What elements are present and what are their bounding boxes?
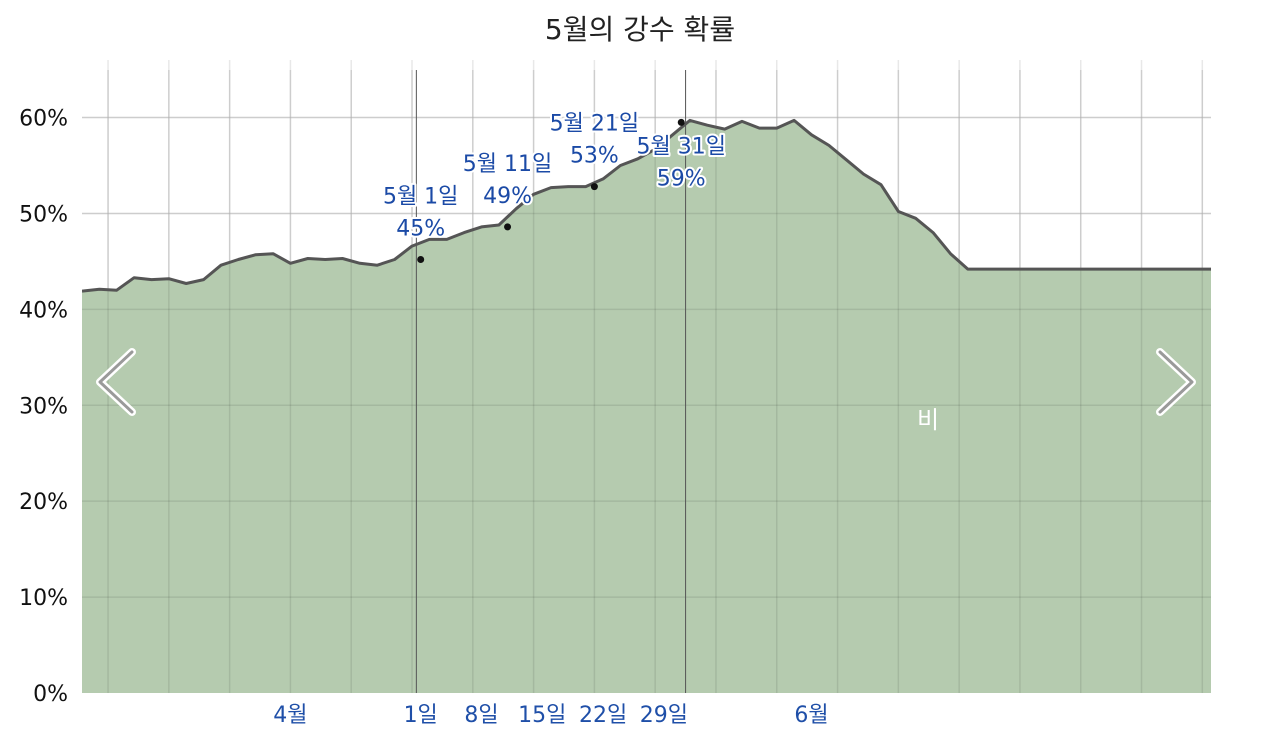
annotation-value: 59% [657, 166, 706, 191]
annotation-point [590, 183, 598, 191]
y-tick-label: 50% [19, 202, 68, 227]
x-tick-label: 22일 [579, 703, 627, 728]
y-tick-label: 20% [19, 490, 68, 515]
y-tick-label: 10% [19, 586, 68, 611]
annotation-date: 5월 11일 [463, 152, 552, 177]
annotation-point [504, 223, 512, 231]
x-tick-label: 29일 [640, 703, 688, 728]
x-axis: 4월 1일 8일 15일 22일 29일 6월 [273, 703, 828, 728]
y-tick-label: 0% [33, 682, 68, 707]
chart-title: 5월의 강수 확률 [544, 13, 736, 46]
x-tick-label: 8일 [464, 703, 498, 728]
x-tick-label: 6월 [794, 703, 828, 728]
series-line [82, 118, 1211, 293]
annotation-point [417, 255, 425, 263]
prev-button[interactable] [92, 345, 142, 421]
series-area-fill [82, 120, 1211, 693]
x-tick-label: 15일 [518, 703, 566, 728]
series-label: 비 [917, 406, 939, 434]
y-axis: 0% 10% 20% 30% 40% 50% 60% [19, 107, 68, 707]
annotations: 5월 1일 45% 5월 11일 49% 5월 21일 53% 5월 31일 59% [381, 110, 728, 244]
x-tick-label: 1일 [404, 703, 438, 728]
y-tick-label: 60% [19, 107, 68, 132]
annotation-date: 5월 31일 [637, 134, 726, 159]
y-tick-label: 40% [19, 298, 68, 323]
annotation-value: 53% [570, 144, 619, 169]
y-tick-label: 30% [19, 394, 68, 419]
annotation-date: 5월 1일 [383, 184, 458, 209]
next-button[interactable] [1150, 345, 1200, 421]
annotation-point [677, 118, 685, 126]
annotation-value: 45% [396, 216, 445, 241]
annotation-date: 5월 21일 [550, 112, 639, 137]
annotation-value: 49% [483, 184, 532, 209]
x-tick-label: 4월 [273, 703, 307, 728]
annotation-markers [417, 118, 685, 263]
series-area [82, 60, 1211, 693]
